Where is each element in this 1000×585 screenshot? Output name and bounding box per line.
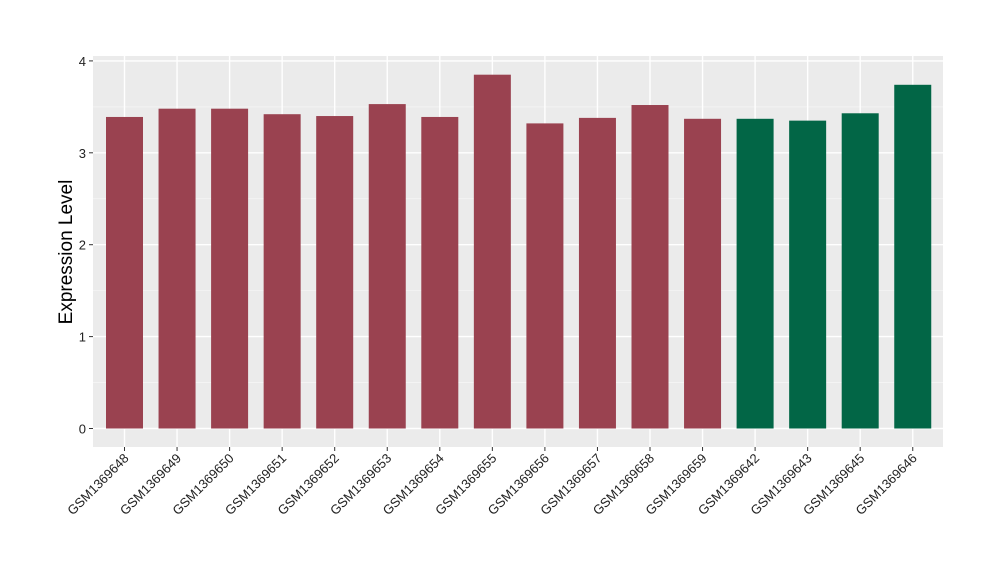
bar-GSM1369643 bbox=[789, 120, 827, 429]
bar-GSM1369650 bbox=[211, 108, 249, 429]
bar-GSM1369642 bbox=[736, 118, 774, 429]
bar-GSM1369648 bbox=[106, 116, 143, 429]
bar-GSM1369654 bbox=[421, 116, 459, 429]
bar-GSM1369655 bbox=[473, 74, 511, 429]
bar-GSM1369645 bbox=[841, 113, 879, 429]
bar-GSM1369657 bbox=[578, 117, 616, 429]
y-tick-label: 1 bbox=[79, 330, 86, 345]
bar-GSM1369659 bbox=[684, 118, 722, 429]
bar-GSM1369653 bbox=[368, 104, 406, 429]
y-axis-title: Expression Level bbox=[56, 180, 77, 325]
bar-GSM1369652 bbox=[316, 116, 354, 429]
y-tick-label: 2 bbox=[79, 238, 86, 253]
bar-GSM1369646 bbox=[894, 84, 932, 429]
bar-GSM1369658 bbox=[631, 105, 669, 429]
bars bbox=[106, 74, 932, 429]
y-tick-label: 0 bbox=[79, 422, 86, 437]
bar-GSM1369656 bbox=[526, 123, 564, 429]
x-axis: GSM1369648GSM1369649GSM1369650GSM1369651… bbox=[64, 447, 920, 518]
y-tick-label: 3 bbox=[79, 146, 86, 161]
y-tick-label: 4 bbox=[79, 54, 86, 69]
bar-GSM1369649 bbox=[158, 108, 196, 429]
bar-GSM1369651 bbox=[263, 114, 301, 429]
y-axis: 0 1 2 3 4 bbox=[79, 54, 93, 437]
